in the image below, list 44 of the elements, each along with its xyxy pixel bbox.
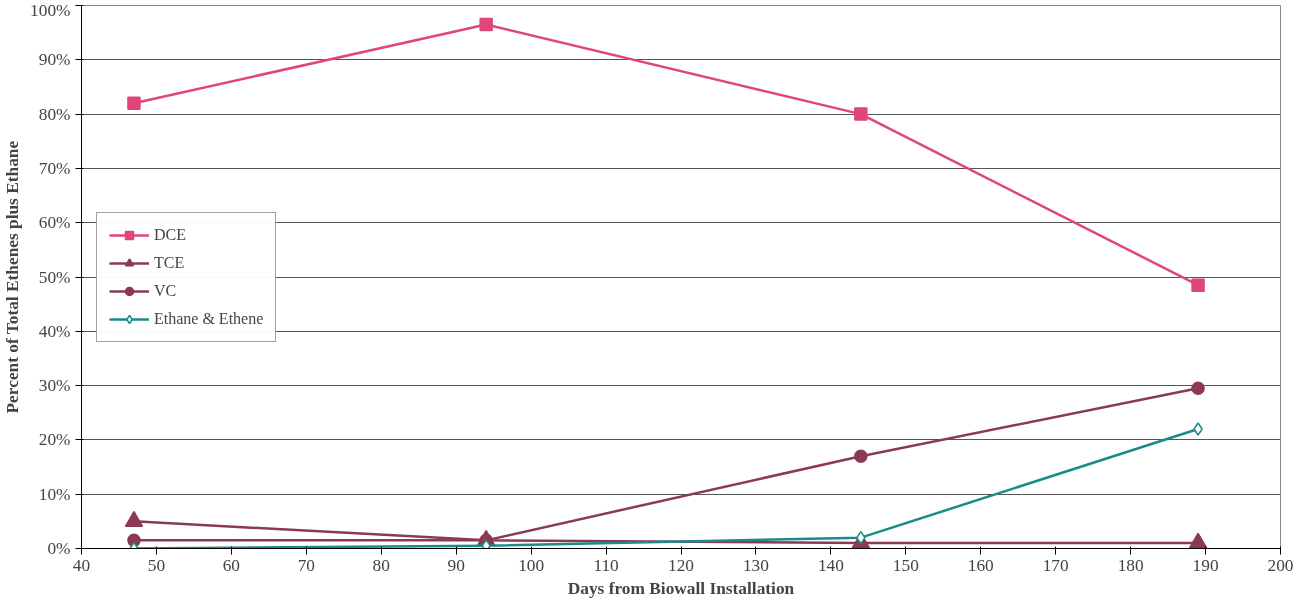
x-tick-label: 200 [1267,555,1294,575]
point [1191,381,1205,396]
point [127,96,141,110]
x-tick-label: 130 [742,555,769,575]
x-tick-label: 70 [297,555,315,575]
legend-label: Ethane & Ethene [154,309,264,328]
x-tick-label: 50 [147,555,166,575]
x-tick-label: 80 [372,555,390,575]
point [1191,278,1205,292]
y-tick-label: 70% [38,158,71,178]
y-tick-label: 90% [38,50,71,70]
x-tick-label: 150 [892,555,919,575]
y-tick-label: 100% [30,0,71,20]
point [854,107,868,121]
y-tick-label: 60% [38,213,71,233]
point [854,449,868,463]
y-tick-label: 40% [38,321,71,341]
y-tick-label: 20% [38,430,71,450]
point [1193,422,1203,436]
legend-label: TCE [154,253,185,272]
x-tick-label: 60 [222,555,241,575]
legend-label: DCE [154,225,186,244]
x-tick-label: 190 [1192,555,1219,575]
y-tick-label: 30% [38,376,71,396]
x-tick-label: 100 [518,555,545,575]
y-tick-label: 0% [47,539,71,558]
x-tick-label: 40 [72,555,91,575]
point [124,510,144,528]
x-tick-label: 120 [668,555,694,575]
x-tick-label: 90 [447,555,465,575]
x-tick-label: 170 [1042,555,1069,575]
x-tick-label: 110 [593,555,619,575]
y-tick-label: 10% [38,484,71,504]
x-tick-label: 160 [967,555,994,575]
point [481,539,491,549]
x-axis-title: Days from Biowall Installation [567,578,795,598]
legend-label: VC [154,281,177,300]
y-axis-title: Percent of Total Ethenes plus Ethane [3,140,23,414]
y-tick-label: 50% [38,267,71,287]
x-tick-label: 140 [817,555,844,575]
point [479,17,493,32]
x-tick-label: 180 [1117,555,1144,575]
point [1188,532,1208,549]
y-tick-label: 80% [38,104,71,124]
